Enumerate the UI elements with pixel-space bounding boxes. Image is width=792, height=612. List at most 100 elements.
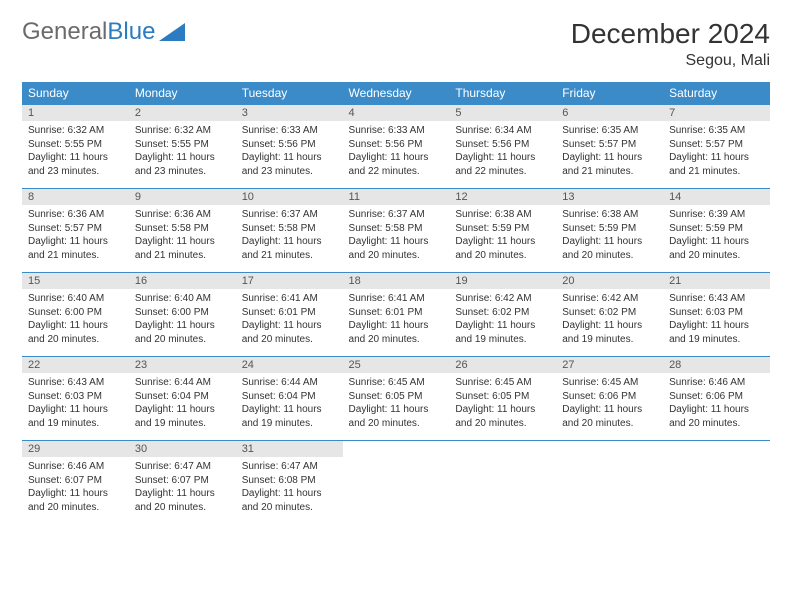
day-info: Sunrise: 6:44 AMSunset: 6:04 PMDaylight:… — [236, 373, 343, 435]
day-number: 21 — [663, 273, 770, 289]
day-info: Sunrise: 6:33 AMSunset: 5:56 PMDaylight:… — [343, 121, 450, 183]
calendar-day-empty — [663, 441, 770, 525]
day-info: Sunrise: 6:32 AMSunset: 5:55 PMDaylight:… — [129, 121, 236, 183]
calendar-week-row: 22Sunrise: 6:43 AMSunset: 6:03 PMDayligh… — [22, 357, 770, 441]
calendar-day: 21Sunrise: 6:43 AMSunset: 6:03 PMDayligh… — [663, 273, 770, 357]
day-number: 17 — [236, 273, 343, 289]
day-info: Sunrise: 6:39 AMSunset: 5:59 PMDaylight:… — [663, 205, 770, 267]
day-number: 26 — [449, 357, 556, 373]
calendar-week-row: 1Sunrise: 6:32 AMSunset: 5:55 PMDaylight… — [22, 105, 770, 189]
day-number: 13 — [556, 189, 663, 205]
calendar-day: 13Sunrise: 6:38 AMSunset: 5:59 PMDayligh… — [556, 189, 663, 273]
calendar-day: 2Sunrise: 6:32 AMSunset: 5:55 PMDaylight… — [129, 105, 236, 189]
day-number: 5 — [449, 105, 556, 121]
day-info: Sunrise: 6:47 AMSunset: 6:08 PMDaylight:… — [236, 457, 343, 519]
logo: GeneralBlue — [22, 18, 185, 46]
calendar-week-row: 8Sunrise: 6:36 AMSunset: 5:57 PMDaylight… — [22, 189, 770, 273]
weekday-header-row: SundayMondayTuesdayWednesdayThursdayFrid… — [22, 82, 770, 105]
calendar-day: 26Sunrise: 6:45 AMSunset: 6:05 PMDayligh… — [449, 357, 556, 441]
logo-text-blue: Blue — [107, 18, 155, 46]
day-number: 6 — [556, 105, 663, 121]
day-number: 24 — [236, 357, 343, 373]
calendar-week-row: 29Sunrise: 6:46 AMSunset: 6:07 PMDayligh… — [22, 441, 770, 525]
day-info: Sunrise: 6:37 AMSunset: 5:58 PMDaylight:… — [343, 205, 450, 267]
day-number: 16 — [129, 273, 236, 289]
calendar-day: 12Sunrise: 6:38 AMSunset: 5:59 PMDayligh… — [449, 189, 556, 273]
day-number: 10 — [236, 189, 343, 205]
calendar-day: 30Sunrise: 6:47 AMSunset: 6:07 PMDayligh… — [129, 441, 236, 525]
day-info: Sunrise: 6:33 AMSunset: 5:56 PMDaylight:… — [236, 121, 343, 183]
day-info: Sunrise: 6:38 AMSunset: 5:59 PMDaylight:… — [556, 205, 663, 267]
calendar-day: 16Sunrise: 6:40 AMSunset: 6:00 PMDayligh… — [129, 273, 236, 357]
day-number: 20 — [556, 273, 663, 289]
header: GeneralBlue December 2024 Segou, Mali — [22, 18, 770, 70]
day-info: Sunrise: 6:42 AMSunset: 6:02 PMDaylight:… — [556, 289, 663, 351]
calendar-day: 29Sunrise: 6:46 AMSunset: 6:07 PMDayligh… — [22, 441, 129, 525]
calendar-day: 3Sunrise: 6:33 AMSunset: 5:56 PMDaylight… — [236, 105, 343, 189]
day-number: 18 — [343, 273, 450, 289]
weekday-header: Tuesday — [236, 82, 343, 105]
day-number: 3 — [236, 105, 343, 121]
day-number: 27 — [556, 357, 663, 373]
day-info: Sunrise: 6:36 AMSunset: 5:57 PMDaylight:… — [22, 205, 129, 267]
calendar-day: 31Sunrise: 6:47 AMSunset: 6:08 PMDayligh… — [236, 441, 343, 525]
calendar-week-row: 15Sunrise: 6:40 AMSunset: 6:00 PMDayligh… — [22, 273, 770, 357]
calendar-day: 14Sunrise: 6:39 AMSunset: 5:59 PMDayligh… — [663, 189, 770, 273]
calendar-day-empty — [343, 441, 450, 525]
day-info: Sunrise: 6:32 AMSunset: 5:55 PMDaylight:… — [22, 121, 129, 183]
day-number: 8 — [22, 189, 129, 205]
calendar-day: 28Sunrise: 6:46 AMSunset: 6:06 PMDayligh… — [663, 357, 770, 441]
calendar-day: 8Sunrise: 6:36 AMSunset: 5:57 PMDaylight… — [22, 189, 129, 273]
calendar-day: 22Sunrise: 6:43 AMSunset: 6:03 PMDayligh… — [22, 357, 129, 441]
day-number: 7 — [663, 105, 770, 121]
day-number: 30 — [129, 441, 236, 457]
calendar-day: 10Sunrise: 6:37 AMSunset: 5:58 PMDayligh… — [236, 189, 343, 273]
logo-triangle-icon — [159, 23, 185, 41]
day-info: Sunrise: 6:40 AMSunset: 6:00 PMDaylight:… — [22, 289, 129, 351]
weekday-header: Thursday — [449, 82, 556, 105]
day-number: 2 — [129, 105, 236, 121]
day-info: Sunrise: 6:38 AMSunset: 5:59 PMDaylight:… — [449, 205, 556, 267]
day-info: Sunrise: 6:37 AMSunset: 5:58 PMDaylight:… — [236, 205, 343, 267]
calendar-day: 5Sunrise: 6:34 AMSunset: 5:56 PMDaylight… — [449, 105, 556, 189]
day-info: Sunrise: 6:35 AMSunset: 5:57 PMDaylight:… — [556, 121, 663, 183]
day-number: 4 — [343, 105, 450, 121]
day-number: 28 — [663, 357, 770, 373]
weekday-header: Sunday — [22, 82, 129, 105]
day-info: Sunrise: 6:36 AMSunset: 5:58 PMDaylight:… — [129, 205, 236, 267]
day-info: Sunrise: 6:40 AMSunset: 6:00 PMDaylight:… — [129, 289, 236, 351]
day-info: Sunrise: 6:41 AMSunset: 6:01 PMDaylight:… — [236, 289, 343, 351]
calendar-day-empty — [556, 441, 663, 525]
day-number: 1 — [22, 105, 129, 121]
day-info: Sunrise: 6:43 AMSunset: 6:03 PMDaylight:… — [663, 289, 770, 351]
calendar-day: 6Sunrise: 6:35 AMSunset: 5:57 PMDaylight… — [556, 105, 663, 189]
weekday-header: Friday — [556, 82, 663, 105]
day-number: 12 — [449, 189, 556, 205]
day-number: 14 — [663, 189, 770, 205]
location: Segou, Mali — [571, 52, 770, 70]
day-number: 9 — [129, 189, 236, 205]
calendar-day: 18Sunrise: 6:41 AMSunset: 6:01 PMDayligh… — [343, 273, 450, 357]
day-number: 23 — [129, 357, 236, 373]
calendar-day: 4Sunrise: 6:33 AMSunset: 5:56 PMDaylight… — [343, 105, 450, 189]
day-number: 31 — [236, 441, 343, 457]
calendar-table: SundayMondayTuesdayWednesdayThursdayFrid… — [22, 82, 770, 525]
weekday-header: Monday — [129, 82, 236, 105]
day-info: Sunrise: 6:41 AMSunset: 6:01 PMDaylight:… — [343, 289, 450, 351]
month-title: December 2024 — [571, 18, 770, 50]
calendar-day: 27Sunrise: 6:45 AMSunset: 6:06 PMDayligh… — [556, 357, 663, 441]
day-info: Sunrise: 6:45 AMSunset: 6:06 PMDaylight:… — [556, 373, 663, 435]
day-number: 11 — [343, 189, 450, 205]
calendar-day: 20Sunrise: 6:42 AMSunset: 6:02 PMDayligh… — [556, 273, 663, 357]
calendar-day: 25Sunrise: 6:45 AMSunset: 6:05 PMDayligh… — [343, 357, 450, 441]
day-info: Sunrise: 6:44 AMSunset: 6:04 PMDaylight:… — [129, 373, 236, 435]
calendar-day: 17Sunrise: 6:41 AMSunset: 6:01 PMDayligh… — [236, 273, 343, 357]
calendar-day: 1Sunrise: 6:32 AMSunset: 5:55 PMDaylight… — [22, 105, 129, 189]
day-info: Sunrise: 6:45 AMSunset: 6:05 PMDaylight:… — [449, 373, 556, 435]
weekday-header: Saturday — [663, 82, 770, 105]
logo-text-general: General — [22, 18, 107, 46]
day-number: 29 — [22, 441, 129, 457]
day-number: 25 — [343, 357, 450, 373]
day-info: Sunrise: 6:45 AMSunset: 6:05 PMDaylight:… — [343, 373, 450, 435]
day-number: 19 — [449, 273, 556, 289]
